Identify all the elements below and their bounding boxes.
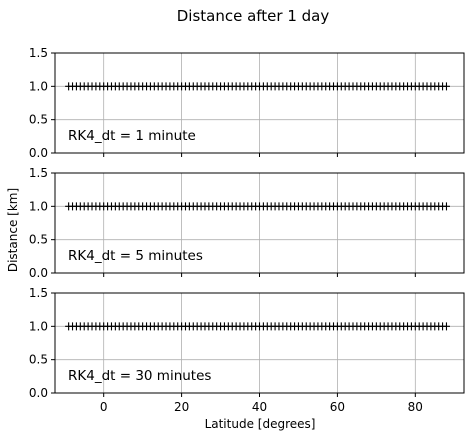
y-tick-label: 1.0 xyxy=(29,319,48,333)
x-tick-label: 80 xyxy=(408,400,423,414)
y-tick-label: 0.0 xyxy=(29,386,48,400)
y-tick-label: 0.5 xyxy=(29,233,48,247)
y-tick-label: 1.5 xyxy=(29,166,48,180)
y-tick-label: 1.0 xyxy=(29,79,48,93)
x-tick-label: 40 xyxy=(252,400,267,414)
y-tick-label: 0.5 xyxy=(29,353,48,367)
subplot-2: 0.0 0.5 1.0 1.5 RK4_dt = 5 minutes xyxy=(29,166,465,280)
x-tick-label: 0 xyxy=(100,400,108,414)
figure-title: Distance after 1 day xyxy=(177,7,330,25)
data-point xyxy=(442,202,450,211)
subplot-1: 0.0 0.5 1.0 1.5 RK4_dt = 1 minute xyxy=(29,46,465,160)
y-axis-label: Distance [km] xyxy=(6,188,20,272)
y-tick-label: 0.0 xyxy=(29,146,48,160)
x-axis-label: Latitude [degrees] xyxy=(205,417,316,431)
subplot-group: 0.0 0.5 1.0 1.5 RK4_dt = 1 minute 0.0 0.5 1.0 1.… xyxy=(29,46,465,414)
y-tick-label: 1.5 xyxy=(29,46,48,60)
y-tick-label: 1.0 xyxy=(29,199,48,213)
subplot-3: 0.0 0.5 1.0 1.5 0 20 40 60 80 RK4_dt = 30 minutes xyxy=(29,286,465,414)
data-point xyxy=(442,322,450,331)
panel-annotation: RK4_dt = 30 minutes xyxy=(68,368,211,384)
y-tick-label: 0.0 xyxy=(29,266,48,280)
y-tick-label: 1.5 xyxy=(29,286,48,300)
data-point xyxy=(442,82,450,91)
y-tick-label: 0.5 xyxy=(29,113,48,127)
panel-annotation: RK4_dt = 1 minute xyxy=(68,128,196,144)
x-tick-label: 60 xyxy=(330,400,345,414)
panel-annotation: RK4_dt = 5 minutes xyxy=(68,248,203,264)
x-tick-label: 20 xyxy=(174,400,189,414)
